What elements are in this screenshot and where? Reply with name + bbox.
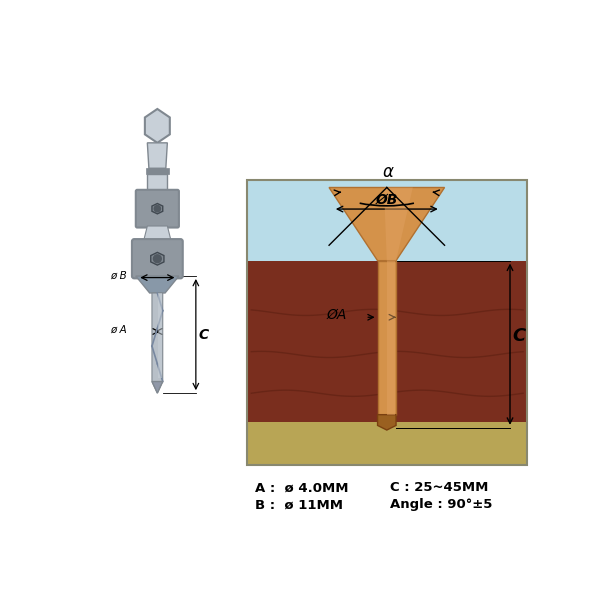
Polygon shape bbox=[247, 422, 527, 464]
Polygon shape bbox=[387, 260, 395, 415]
Polygon shape bbox=[148, 175, 167, 191]
Polygon shape bbox=[158, 293, 162, 377]
Polygon shape bbox=[145, 109, 170, 143]
Polygon shape bbox=[151, 253, 164, 265]
Text: Angle : 90°±5: Angle : 90°±5 bbox=[390, 498, 492, 511]
Polygon shape bbox=[329, 187, 445, 260]
Polygon shape bbox=[152, 203, 163, 214]
Polygon shape bbox=[377, 415, 396, 430]
Polygon shape bbox=[247, 180, 527, 260]
Text: A :  ø 4.0MM: A : ø 4.0MM bbox=[255, 481, 349, 494]
Polygon shape bbox=[146, 168, 169, 175]
Text: C : 25~45MM: C : 25~45MM bbox=[390, 481, 488, 494]
Text: ØA: ØA bbox=[326, 308, 347, 322]
Text: ØB: ØB bbox=[376, 193, 398, 207]
Text: ø B: ø B bbox=[110, 271, 127, 281]
Polygon shape bbox=[384, 187, 413, 260]
Polygon shape bbox=[377, 260, 396, 415]
FancyBboxPatch shape bbox=[136, 190, 179, 227]
Polygon shape bbox=[148, 143, 167, 168]
Text: C: C bbox=[512, 328, 526, 346]
Polygon shape bbox=[152, 293, 163, 393]
Polygon shape bbox=[143, 226, 171, 241]
Polygon shape bbox=[152, 382, 163, 393]
Polygon shape bbox=[136, 276, 179, 293]
Circle shape bbox=[153, 254, 162, 263]
Polygon shape bbox=[247, 260, 527, 422]
Text: B :  ø 11MM: B : ø 11MM bbox=[255, 498, 343, 511]
Text: α: α bbox=[383, 163, 394, 181]
Text: C: C bbox=[199, 328, 209, 341]
Circle shape bbox=[154, 205, 161, 212]
Text: ø A: ø A bbox=[110, 325, 127, 335]
FancyBboxPatch shape bbox=[132, 239, 183, 278]
